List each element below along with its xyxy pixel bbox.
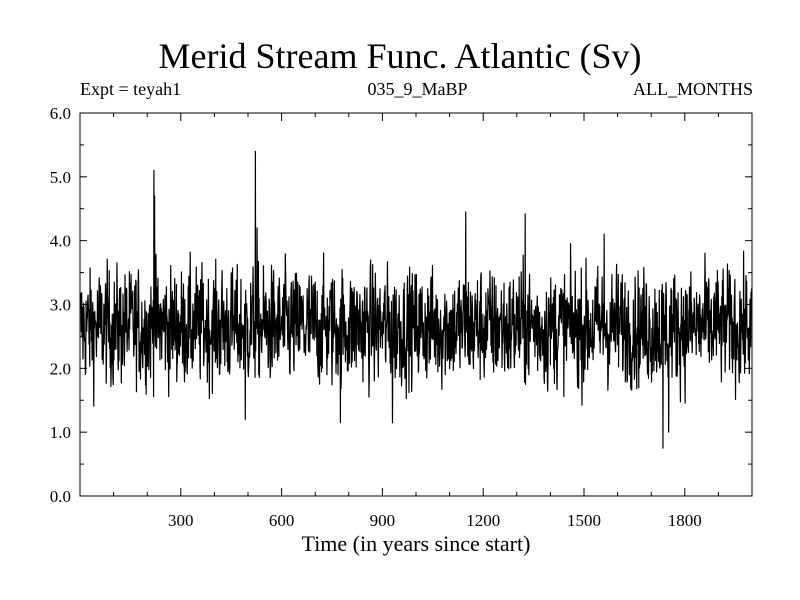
y-tick-label: 1.0 [50,423,71,442]
x-tick-label: 1200 [466,511,500,530]
y-tick-label: 6.0 [50,104,71,123]
y-tick-label: 0.0 [50,487,71,506]
period-label: 035_9_MaBP [367,79,468,99]
x-tick-label: 1800 [668,511,702,530]
y-tick-label: 2.0 [50,359,71,378]
x-tick-label: 600 [269,511,295,530]
y-tick-label: 5.0 [50,168,71,187]
months-label: ALL_MONTHS [633,79,753,99]
x-axis-label: Time (in years since start) [302,531,531,556]
experiment-label: Expt = teyah1 [80,79,182,99]
x-tick-label: 300 [168,511,194,530]
series-line [79,150,753,449]
x-tick-label: 1500 [567,511,601,530]
axis-ticks: 0.0 1.0 2.0 3.0 4.0 5.0 6.0 300 600 900 1200 1500 18… [50,104,752,530]
y-tick-label: 3.0 [50,296,71,315]
x-tick-label: 900 [370,511,396,530]
y-tick-label: 4.0 [50,232,71,251]
series-layer [79,150,753,449]
chart-title: Merid Stream Func. Atlantic (Sv) [158,36,642,76]
